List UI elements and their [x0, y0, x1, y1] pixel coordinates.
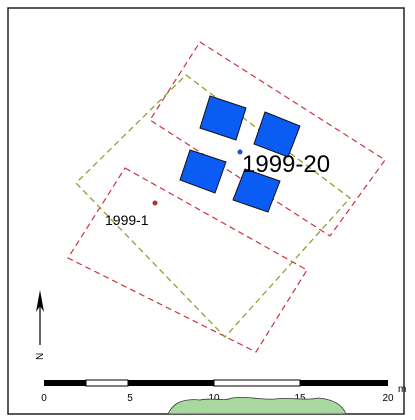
- square-2: [253, 111, 301, 158]
- scale-tick-0: 0: [41, 393, 47, 404]
- north-label: N: [35, 353, 46, 360]
- square-3: [179, 149, 227, 194]
- square-4: [232, 168, 281, 213]
- scale-tick-5: 5: [127, 393, 133, 404]
- scale-segment-2: [85, 379, 129, 387]
- land-area: [167, 397, 347, 415]
- green-dashed-outline: [75, 74, 351, 338]
- red-dashed-outline-upper: [149, 41, 386, 237]
- point-label-1999-1: 1999-1: [105, 212, 149, 228]
- scale-unit: m: [398, 384, 406, 395]
- scale-segment-3: [128, 380, 214, 386]
- map-frame: [7, 7, 405, 415]
- point-label-1999-20: 1999-20: [242, 151, 330, 178]
- red-dashed-outline-lower: [67, 167, 308, 353]
- scale-tick-15: 15: [294, 393, 306, 404]
- scale-tick-10: 10: [208, 393, 220, 404]
- point-1999-1-marker: [152, 200, 158, 206]
- north-arrow: N: [35, 290, 46, 360]
- scale-bar: 0 5 10 15 20 m: [41, 379, 406, 404]
- scale-segment-1: [44, 380, 86, 386]
- north-arrow-icon: [36, 290, 44, 312]
- point-1999-20-marker: [237, 149, 243, 155]
- square-1: [199, 95, 247, 141]
- scale-segment-5: [300, 380, 388, 386]
- scale-segment-4: [213, 379, 301, 387]
- scale-tick-20: 20: [382, 393, 394, 404]
